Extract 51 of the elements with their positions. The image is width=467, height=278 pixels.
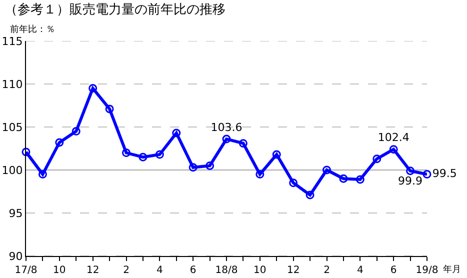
point bbox=[188, 163, 198, 172]
point bbox=[55, 138, 64, 147]
point bbox=[306, 190, 314, 200]
x-tick-label: 12 bbox=[86, 265, 100, 276]
point bbox=[289, 178, 298, 188]
point bbox=[122, 148, 130, 158]
y-tick-label: 100 bbox=[2, 164, 23, 177]
x-tick-label: 19/8 bbox=[416, 265, 438, 276]
x-tick-label: 6 bbox=[190, 265, 196, 276]
x-tick-label: 17/8 bbox=[14, 265, 38, 276]
point bbox=[406, 166, 415, 176]
y-tick-label: 115 bbox=[2, 34, 23, 48]
point bbox=[256, 170, 264, 179]
point bbox=[72, 127, 80, 136]
point bbox=[88, 84, 98, 93]
point bbox=[389, 145, 398, 154]
x-tick-label: 4 bbox=[156, 265, 163, 276]
x-tick-label: 4 bbox=[356, 265, 364, 276]
point bbox=[172, 128, 181, 138]
point bbox=[238, 139, 248, 148]
y-tick-label: 105 bbox=[2, 120, 23, 134]
data-label: 99.9 bbox=[398, 174, 423, 188]
x-tick-label: 18/8 bbox=[215, 265, 238, 276]
data-label: 99.5 bbox=[432, 167, 457, 180]
y-tick-label: 110 bbox=[2, 78, 23, 91]
y-axis-title: 前年比：％ bbox=[10, 24, 55, 35]
x-tick-label: 12 bbox=[286, 265, 300, 276]
x-tick-label: 10 bbox=[53, 265, 66, 276]
point bbox=[38, 170, 47, 179]
point bbox=[138, 152, 148, 162]
point bbox=[206, 161, 214, 170]
point bbox=[105, 104, 114, 114]
point bbox=[222, 134, 231, 144]
y-tick-label: 90 bbox=[8, 250, 23, 263]
point bbox=[272, 150, 281, 159]
point bbox=[356, 175, 364, 184]
x-tick-label: 2 bbox=[324, 265, 330, 276]
point bbox=[22, 148, 30, 156]
point bbox=[322, 166, 331, 174]
data-label: 103.6 bbox=[210, 120, 242, 134]
x-tick-label: 6 bbox=[390, 265, 397, 276]
x-tick-label: 10 bbox=[254, 265, 266, 276]
y-tick-label: 95 bbox=[8, 206, 23, 220]
point bbox=[339, 174, 348, 183]
x-tick-label: 2 bbox=[123, 265, 130, 276]
point bbox=[372, 154, 382, 164]
chart-title: （参考１）販売電力量の前年比の推移 bbox=[4, 2, 226, 18]
point bbox=[155, 150, 164, 159]
data-label: 102.4 bbox=[378, 131, 410, 144]
point bbox=[422, 170, 432, 179]
x-axis-title: 年月 bbox=[443, 264, 461, 275]
